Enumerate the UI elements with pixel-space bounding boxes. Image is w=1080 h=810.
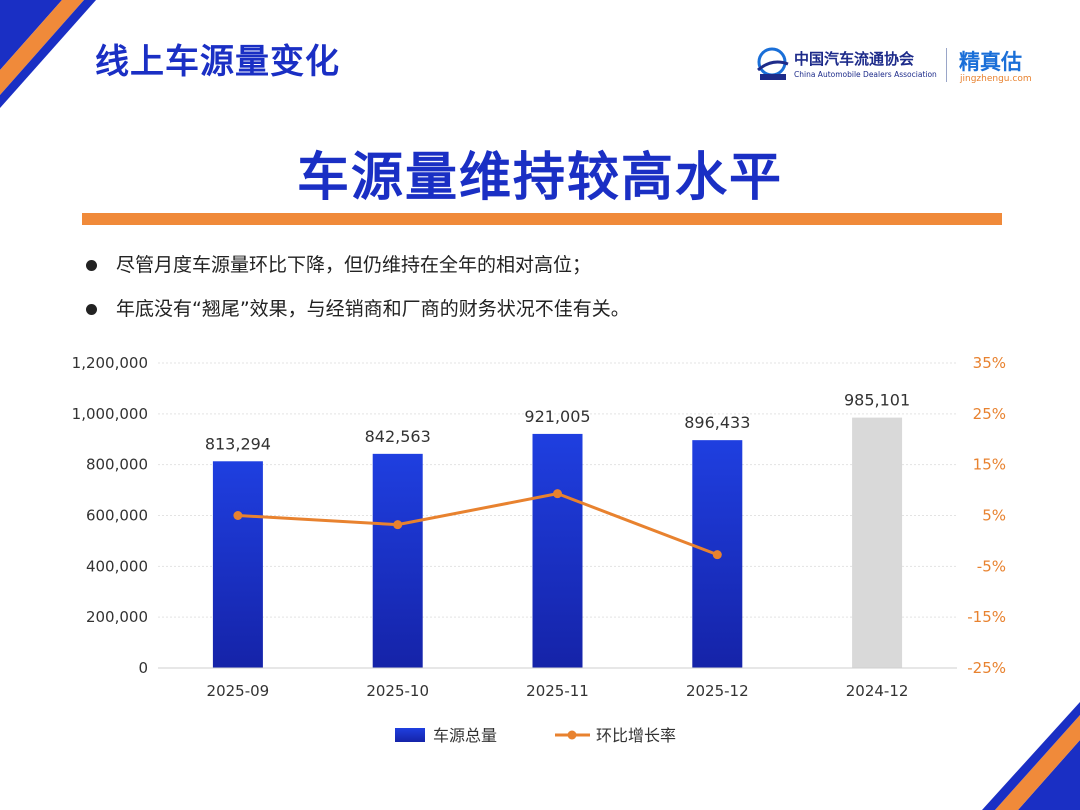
bar — [372, 453, 423, 668]
heading-underline — [82, 213, 1002, 225]
logo-divider — [946, 48, 947, 82]
bullet-dot — [86, 304, 97, 315]
bar-data-label: 985,101 — [844, 391, 910, 410]
x-tick-label: 2024-12 — [846, 682, 909, 700]
page-title: 线上车源量变化 — [95, 42, 340, 82]
y-left-tick-label: 800,000 — [86, 456, 148, 474]
cada-logo-icon — [757, 47, 789, 80]
line-series-mom-growth — [237, 492, 718, 557]
y-left-tick-label: 200,000 — [86, 608, 148, 626]
y-right-tick-label: 15% — [973, 456, 1006, 474]
org-name-en: China Automobile Dealers Association — [794, 70, 937, 79]
legend-label: 环比增长率 — [596, 726, 676, 745]
legend-label: 车源总量 — [433, 726, 497, 745]
line-point — [712, 550, 722, 560]
y-right-tick-label: -5% — [977, 557, 1006, 575]
brand-url: jingzhengu.com — [960, 74, 1032, 84]
y-right-tick-label: -25% — [967, 659, 1006, 677]
brand-name-cn: 精真估 — [959, 50, 1022, 74]
x-tick-label: 2025-12 — [686, 682, 749, 700]
y-left-tick-label: 400,000 — [86, 557, 148, 575]
x-tick-label: 2025-09 — [207, 682, 270, 700]
bar — [532, 433, 583, 668]
bullet-text: 年底没有“翘尾”效果，与经销商和厂商的财务状况不佳有关。 — [116, 298, 630, 320]
main-heading: 车源量维持较高水平 — [296, 148, 783, 208]
legend-swatch-bar — [395, 728, 425, 742]
bar-data-label: 842,563 — [365, 427, 431, 446]
org-name-cn: 中国汽车流通协会 — [794, 50, 915, 68]
y-right-tick-label: 25% — [973, 405, 1006, 423]
y-left-tick-label: 1,200,000 — [72, 354, 148, 372]
y-right-tick-label: -15% — [967, 608, 1006, 626]
y-left-tick-label: 1,000,000 — [72, 405, 148, 423]
y-right-tick-label: 5% — [982, 507, 1006, 525]
bar-data-label: 813,294 — [205, 434, 271, 453]
x-tick-label: 2025-10 — [366, 682, 429, 700]
y-left-tick-label: 600,000 — [86, 507, 148, 525]
y-left-tick-label: 0 — [138, 659, 148, 677]
line-point — [553, 489, 562, 499]
line-point — [233, 511, 243, 520]
line-point — [393, 520, 403, 530]
bar — [212, 461, 263, 668]
bullet-dot — [86, 260, 97, 271]
chart: 813,294 842,563 921,005 896,433 985,101 0 200… — [72, 354, 1006, 745]
y-right-tick-label: 35% — [973, 354, 1006, 372]
legend-swatch-marker — [567, 730, 577, 740]
logo-area: 中国汽车流通协会 China Automobile Dealers Associ… — [752, 44, 1042, 88]
x-tick-label: 2025-11 — [526, 682, 589, 700]
bar-data-label: 921,005 — [524, 407, 590, 426]
bullet-text: 尽管月度车源量环比下降，但仍维持在全年的相对高位； — [116, 254, 592, 276]
bar — [852, 417, 903, 668]
bar-data-label: 896,433 — [684, 413, 750, 432]
